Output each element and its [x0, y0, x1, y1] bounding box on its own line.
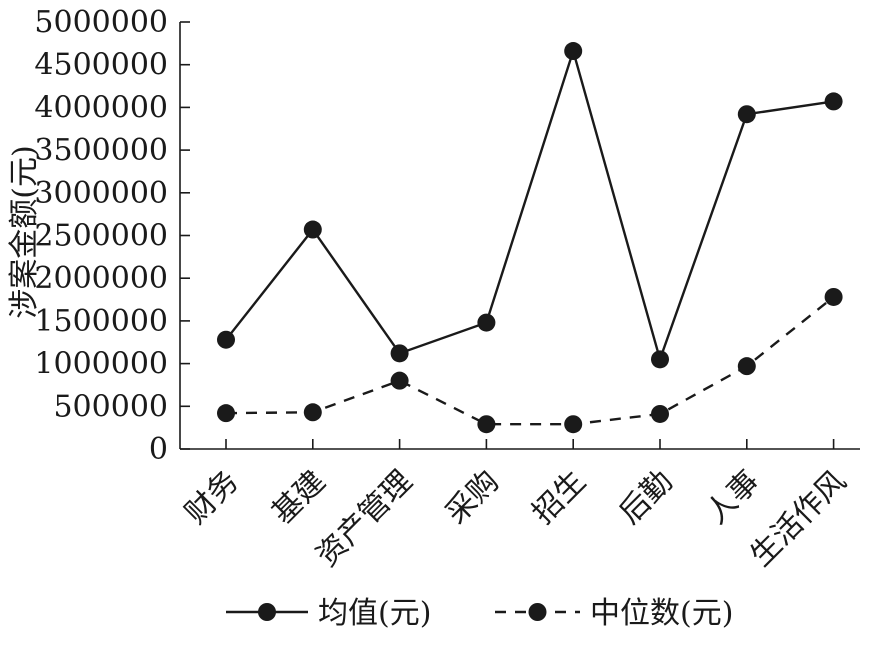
- y-tick-label: 3500000: [34, 133, 168, 168]
- data-point: [564, 415, 583, 434]
- x-tick-label: 资产管理: [310, 464, 420, 574]
- data-point: [303, 403, 322, 422]
- y-tick-label: 0: [149, 432, 168, 467]
- data-point: [477, 313, 496, 332]
- series-1: [217, 42, 843, 369]
- x-tick-label: 基建: [265, 464, 332, 531]
- legend-label: 均值(元): [318, 596, 431, 631]
- series-line: [225, 296, 835, 426]
- data-point: [824, 287, 843, 306]
- data-point: [737, 105, 756, 124]
- y-tick-label: 500000: [53, 389, 168, 424]
- y-tick-label: 4000000: [34, 90, 168, 125]
- y-axis: 0 500000 1000000 1500000 2000000 2500000 30000…: [34, 5, 190, 467]
- data-point: [824, 92, 843, 111]
- data-point: [217, 330, 235, 349]
- x-tick-label: 生活作风: [744, 464, 854, 574]
- data-point: [651, 404, 669, 423]
- y-tick-label: 1000000: [34, 347, 168, 382]
- legend-item-1: 均值(元): [226, 596, 431, 631]
- series-2: [217, 287, 843, 434]
- data-point: [651, 350, 669, 369]
- legend: 均值(元) 中位数(元): [226, 596, 733, 631]
- y-tick-label: 2000000: [34, 261, 168, 296]
- legend-marker: [528, 603, 547, 621]
- data-point: [477, 415, 496, 434]
- series-line: [225, 46, 834, 364]
- x-tick-label: 人事: [699, 464, 766, 531]
- data-point: [390, 344, 409, 363]
- data-point: [390, 371, 409, 390]
- data-point: [737, 357, 756, 376]
- x-tick-label: 采购: [439, 464, 506, 531]
- legend-label: 中位数(元): [590, 596, 733, 631]
- x-tick-label: 财务: [178, 464, 245, 531]
- x-tick-label: 招生: [526, 464, 593, 531]
- y-tick-label: 4500000: [34, 48, 168, 83]
- y-tick-label: 3000000: [34, 176, 168, 211]
- legend-item-2: 中位数(元): [495, 596, 733, 631]
- data-point: [303, 220, 322, 239]
- x-tick-label: 后勤: [612, 464, 679, 531]
- y-tick-label: 2500000: [34, 219, 168, 254]
- y-tick-label: 5000000: [34, 5, 168, 40]
- series-layer: [217, 42, 843, 434]
- data-point: [564, 42, 583, 61]
- y-axis-title: 涉案金额(元): [7, 145, 42, 318]
- data-point: [217, 404, 235, 423]
- legend-marker: [258, 603, 276, 621]
- y-tick-label: 1500000: [34, 304, 168, 339]
